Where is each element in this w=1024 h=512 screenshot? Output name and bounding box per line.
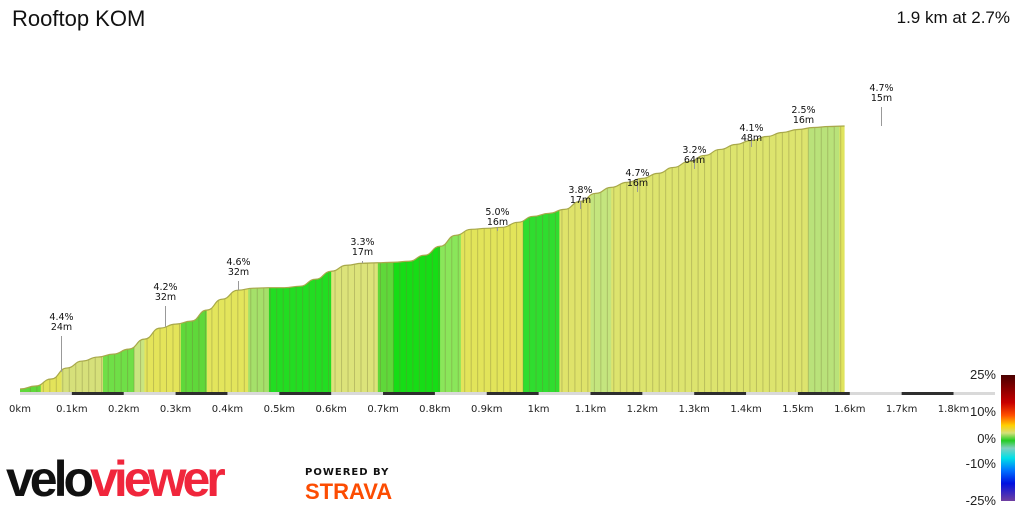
x-tick-label: 1.2km bbox=[627, 404, 658, 415]
annotation-length: 24m bbox=[51, 322, 72, 333]
x-tick-label: 1.3km bbox=[678, 404, 709, 415]
x-tick-label: 0.8km bbox=[419, 404, 450, 415]
annotation-length: 17m bbox=[352, 247, 373, 258]
axis-segment-dark bbox=[486, 392, 539, 395]
gradient-band bbox=[180, 126, 208, 392]
legend-label: 25% bbox=[970, 367, 996, 382]
strava-logo: STRAVA bbox=[305, 479, 393, 504]
segment-title: Rooftop KOM bbox=[12, 6, 146, 31]
x-tick-label: 1.1km bbox=[575, 404, 606, 415]
annotation-length: 16m bbox=[793, 115, 814, 126]
legend-label: -25% bbox=[966, 493, 997, 508]
x-tick-label: 1.7km bbox=[886, 404, 917, 415]
gradient-band bbox=[20, 126, 42, 392]
x-tick-label: 1.5km bbox=[782, 404, 813, 415]
logo-velo-text: velo bbox=[6, 451, 94, 507]
x-tick-label: 1.8km bbox=[938, 404, 969, 415]
gradient-legend: 25% 10% 0% -10% -25% bbox=[966, 367, 1015, 508]
annotation-grade: 4.7% bbox=[869, 83, 893, 94]
annotation-length: 16m bbox=[487, 217, 508, 228]
profile-outline bbox=[19, 125, 845, 390]
annotation-length: 15m bbox=[871, 93, 892, 104]
x-tick-label: 0.7km bbox=[367, 404, 398, 415]
gradient-band bbox=[839, 126, 845, 392]
distance-tick-labels: 0km 0.1km 0.2km 0.3km 0.4km 0.5km 0.6km 0.7km 0.… bbox=[9, 404, 969, 415]
annotation-length: 32m bbox=[155, 292, 176, 303]
legend-label: 0% bbox=[977, 431, 996, 446]
gradient-band bbox=[206, 126, 249, 392]
veloviewer-logo[interactable]: veloviewer bbox=[6, 450, 226, 510]
segment-summary: 1.9 km at 2.7% bbox=[896, 8, 1010, 27]
gradient-band bbox=[523, 126, 560, 392]
annotation-length: 48m bbox=[741, 133, 762, 144]
annotation-length: 17m bbox=[570, 195, 591, 206]
x-tick-label: 0.3km bbox=[160, 404, 191, 415]
axis-segment-dark bbox=[694, 392, 747, 395]
annotation-length: 32m bbox=[228, 267, 249, 278]
gradient-band bbox=[460, 126, 524, 392]
gradient-band bbox=[808, 126, 840, 392]
x-tick-label: 0.5km bbox=[264, 404, 295, 415]
powered-by-strava[interactable]: POWERED BY STRAVA bbox=[305, 467, 392, 505]
gradient-band bbox=[102, 126, 135, 392]
x-tick-label: 1.4km bbox=[730, 404, 761, 415]
gradient-colorbar bbox=[1001, 375, 1015, 501]
annotation-grade: 4.6% bbox=[226, 257, 250, 268]
annotation-grade: 5.0% bbox=[485, 207, 509, 218]
annotation-grade: 3.8% bbox=[568, 185, 592, 196]
gradient-band bbox=[134, 126, 145, 392]
gradient-band bbox=[248, 126, 270, 392]
axis-segment-dark bbox=[590, 392, 643, 395]
x-tick-label: 1.6km bbox=[834, 404, 865, 415]
annotation-grade: 4.2% bbox=[153, 282, 177, 293]
x-tick-label: 0.1km bbox=[56, 404, 87, 415]
axis-segment-dark bbox=[901, 392, 954, 395]
annotation-length: 64m bbox=[684, 155, 705, 166]
annotation-grade: 4.7% bbox=[625, 168, 649, 179]
gradient-band bbox=[954, 100, 975, 392]
axis-segment-dark bbox=[797, 392, 850, 395]
x-tick-label: 0.6km bbox=[315, 404, 346, 415]
gradient-band bbox=[922, 100, 954, 392]
x-tick-label: 1km bbox=[528, 404, 550, 415]
x-tick-label: 0km bbox=[9, 404, 31, 415]
annotation-grade: 4.1% bbox=[739, 123, 763, 134]
gradient-band bbox=[61, 126, 104, 392]
gradient-band bbox=[611, 126, 809, 392]
axis-segment-dark bbox=[175, 392, 228, 395]
annotation-grade: 4.4% bbox=[49, 312, 73, 323]
gradient-band bbox=[974, 100, 995, 392]
distance-axis bbox=[20, 392, 995, 395]
legend-label: 10% bbox=[970, 404, 996, 419]
annotation-grade: 3.3% bbox=[350, 237, 374, 248]
x-tick-label: 0.9km bbox=[471, 404, 502, 415]
axis-segment-dark bbox=[279, 392, 332, 395]
legend-label: -10% bbox=[966, 456, 997, 471]
gradient-band bbox=[40, 126, 62, 392]
axis-segment-dark bbox=[383, 392, 435, 395]
annotation-length: 16m bbox=[627, 178, 648, 189]
gradient-band bbox=[393, 126, 441, 392]
annotation-grade: 2.5% bbox=[791, 105, 815, 116]
powered-by-label: POWERED BY bbox=[305, 467, 390, 478]
gradient-band bbox=[144, 126, 182, 392]
logo-viewer-text: viewer bbox=[90, 451, 226, 507]
x-tick-label: 0.2km bbox=[108, 404, 139, 415]
x-tick-label: 0.4km bbox=[212, 404, 243, 415]
axis-segment-dark bbox=[71, 392, 124, 395]
climb-annotations: 4.4%24m4.2%32m4.6%32m3.3%17m5.0%16m3.8%1… bbox=[49, 83, 894, 372]
annotation-grade: 3.2% bbox=[682, 145, 706, 156]
